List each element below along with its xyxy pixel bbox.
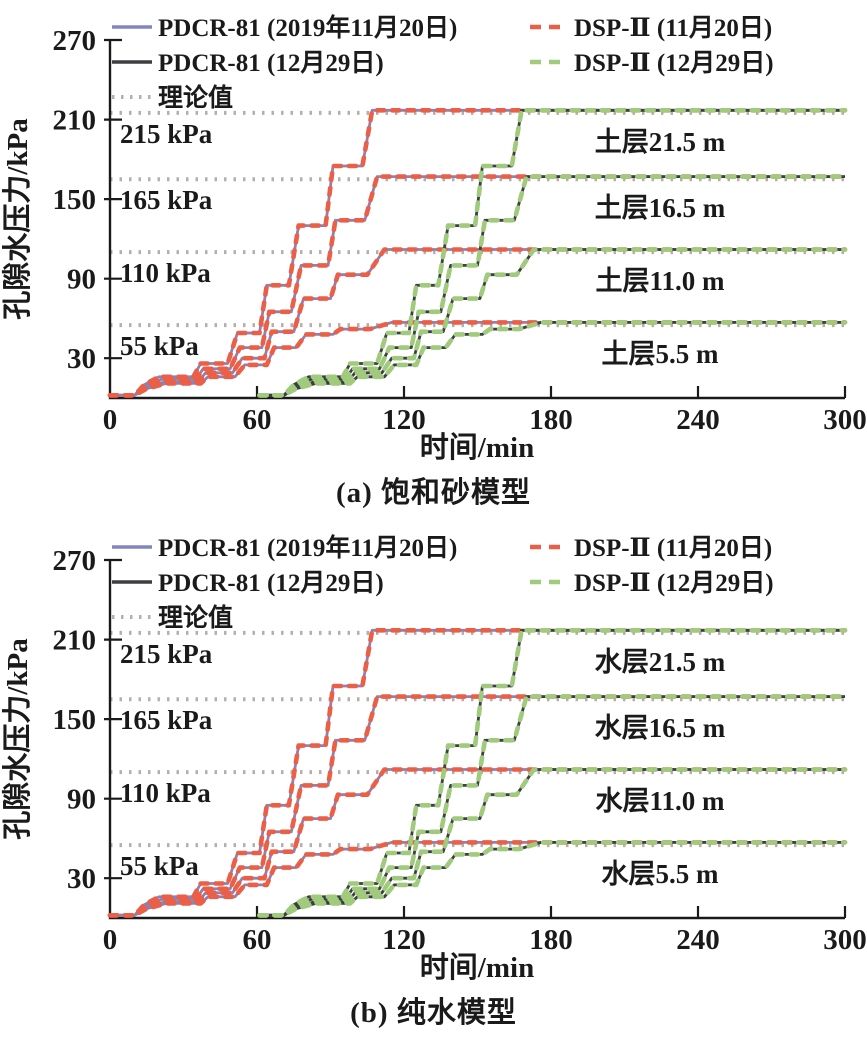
theory-value-label-110kpa: 110 kPa: [120, 778, 211, 808]
x-tick-label: 120: [382, 924, 426, 956]
series-dsp2-nov20-215kpa: [107, 628, 848, 918]
series-dsp2-dec29-165kpa: [257, 694, 848, 918]
y-tick-label: 210: [53, 625, 97, 657]
layer-label-55kpa: 土层5.5 m: [602, 339, 719, 369]
theory-value-label-55kpa: 55 kPa: [120, 331, 199, 361]
chart-b-canvas: 270 210 150 90 300 60 120 180 240 300 215 kPa 165 k…: [1, 533, 867, 984]
layer-label-110kpa: 水层11.0 m: [595, 786, 725, 816]
layer-label-55kpa: 水层5.5 m: [602, 859, 719, 889]
chart-a-subtitle: (a) 饱和砂模型: [335, 477, 532, 509]
legend-label-theory: 理论值: [158, 84, 233, 112]
y-tick-label: 30: [67, 863, 96, 895]
x-tick-label: 300: [823, 924, 867, 956]
legend-label-dsp2-nov20: DSP-Ⅱ (11月20日): [574, 535, 772, 562]
series-dsp2-nov20-165kpa: [107, 174, 848, 398]
series-pdcr81-dec29-165kpa: [259, 695, 845, 917]
series-dsp2-dec29-55kpa: [257, 840, 848, 918]
layer-label-215kpa: 土层21.5 m: [595, 127, 726, 157]
x-tick-label: 300: [823, 404, 867, 436]
y-tick-label: 90: [67, 784, 96, 816]
y-tick-label: 210: [53, 105, 97, 137]
y-tick-label: 90: [67, 264, 96, 296]
theory-value-label-110kpa: 110 kPa: [120, 258, 211, 288]
y-tick-label: 150: [53, 704, 97, 736]
series-dsp2-nov20-55kpa: [107, 840, 848, 918]
legend-label-pdcr81-dec29: PDCR-81 (12月29日): [158, 570, 384, 597]
x-tick-label: 60: [243, 404, 272, 436]
x-tick-label: 180: [529, 924, 573, 956]
legend-label-dsp2-nov20: DSP-Ⅱ (11月20日): [574, 15, 772, 42]
legend-label-dsp2-dec29: DSP-Ⅱ (12月29日): [574, 570, 774, 597]
legend-label-pdcr81-nov20: PDCR-81 (2019年11月20日): [158, 13, 457, 42]
layer-label-110kpa: 土层11.0 m: [595, 266, 725, 296]
theory-value-label-165kpa: 165 kPa: [120, 185, 213, 215]
theory-value-label-215kpa: 215 kPa: [120, 639, 213, 669]
y-tick-label: 270: [53, 25, 97, 57]
y-tick-label: 150: [53, 184, 97, 216]
legend-label-theory: 理论值: [158, 604, 233, 632]
series-pdcr81-dec29-165kpa: [259, 175, 845, 397]
y-axis-title: 孔隙水压力/kPa: [1, 118, 34, 320]
series-dsp2-nov20-55kpa: [107, 320, 848, 398]
x-tick-label: 240: [676, 404, 720, 436]
x-axis-title: 时间/min: [420, 431, 534, 464]
x-tick-label: 60: [243, 924, 272, 956]
axis-frame: [108, 40, 845, 400]
chart-panel-b: 270 210 150 90 30 0 60 120 180 240 300 215 kPa 165 k…: [0, 520, 867, 1040]
legend-label-dsp2-dec29: DSP-Ⅱ (12月29日): [574, 50, 774, 77]
legend-label-pdcr81-nov20: PDCR-81 (2019年11月20日): [158, 533, 457, 562]
theory-value-label-215kpa: 215 kPa: [120, 119, 213, 149]
chart-b-subtitle: (b) 纯水模型: [350, 997, 517, 1029]
layer-label-165kpa: 土层16.5 m: [595, 193, 726, 223]
x-tick-label: 120: [382, 404, 426, 436]
x-tick-label: 180: [529, 404, 573, 436]
series-dsp2-dec29-165kpa: [257, 174, 848, 398]
y-axis-title: 孔隙水压力/kPa: [1, 638, 34, 840]
chart-b-generated: 270 210 150 90 300 60 120 180 240 300 215 kPa 165 k…: [53, 533, 867, 956]
chart-panel-a: 270 210 150 90 30 0 60 120 180 240 300 215 kPa 165 k…: [0, 0, 867, 520]
legend-label-pdcr81-dec29: PDCR-81 (12月29日): [158, 50, 384, 77]
series-dsp2-nov20-165kpa: [107, 694, 848, 918]
x-tick-label: 0: [103, 924, 118, 956]
theory-value-label-165kpa: 165 kPa: [120, 705, 213, 735]
series-dsp2-dec29-215kpa: [257, 628, 848, 918]
y-tick-label: 270: [53, 545, 97, 577]
x-tick-label: 240: [676, 924, 720, 956]
series-dsp2-dec29-55kpa: [257, 320, 848, 398]
layer-label-215kpa: 水层21.5 m: [595, 647, 726, 677]
axis-frame: [108, 560, 845, 920]
series-dsp2-nov20-215kpa: [107, 108, 848, 398]
layer-label-165kpa: 水层16.5 m: [595, 713, 726, 743]
chart-a-canvas: 270 210 150 90 300 60 120 180 240 300 215 kPa 165 k…: [1, 13, 867, 464]
series-dsp2-dec29-215kpa: [257, 108, 848, 398]
chart-a-generated: 270 210 150 90 300 60 120 180 240 300 215 kPa 165 k…: [53, 13, 867, 436]
theory-value-label-55kpa: 55 kPa: [120, 851, 199, 881]
y-tick-label: 30: [67, 343, 96, 375]
x-tick-label: 0: [103, 404, 118, 436]
x-axis-title: 时间/min: [420, 951, 534, 984]
